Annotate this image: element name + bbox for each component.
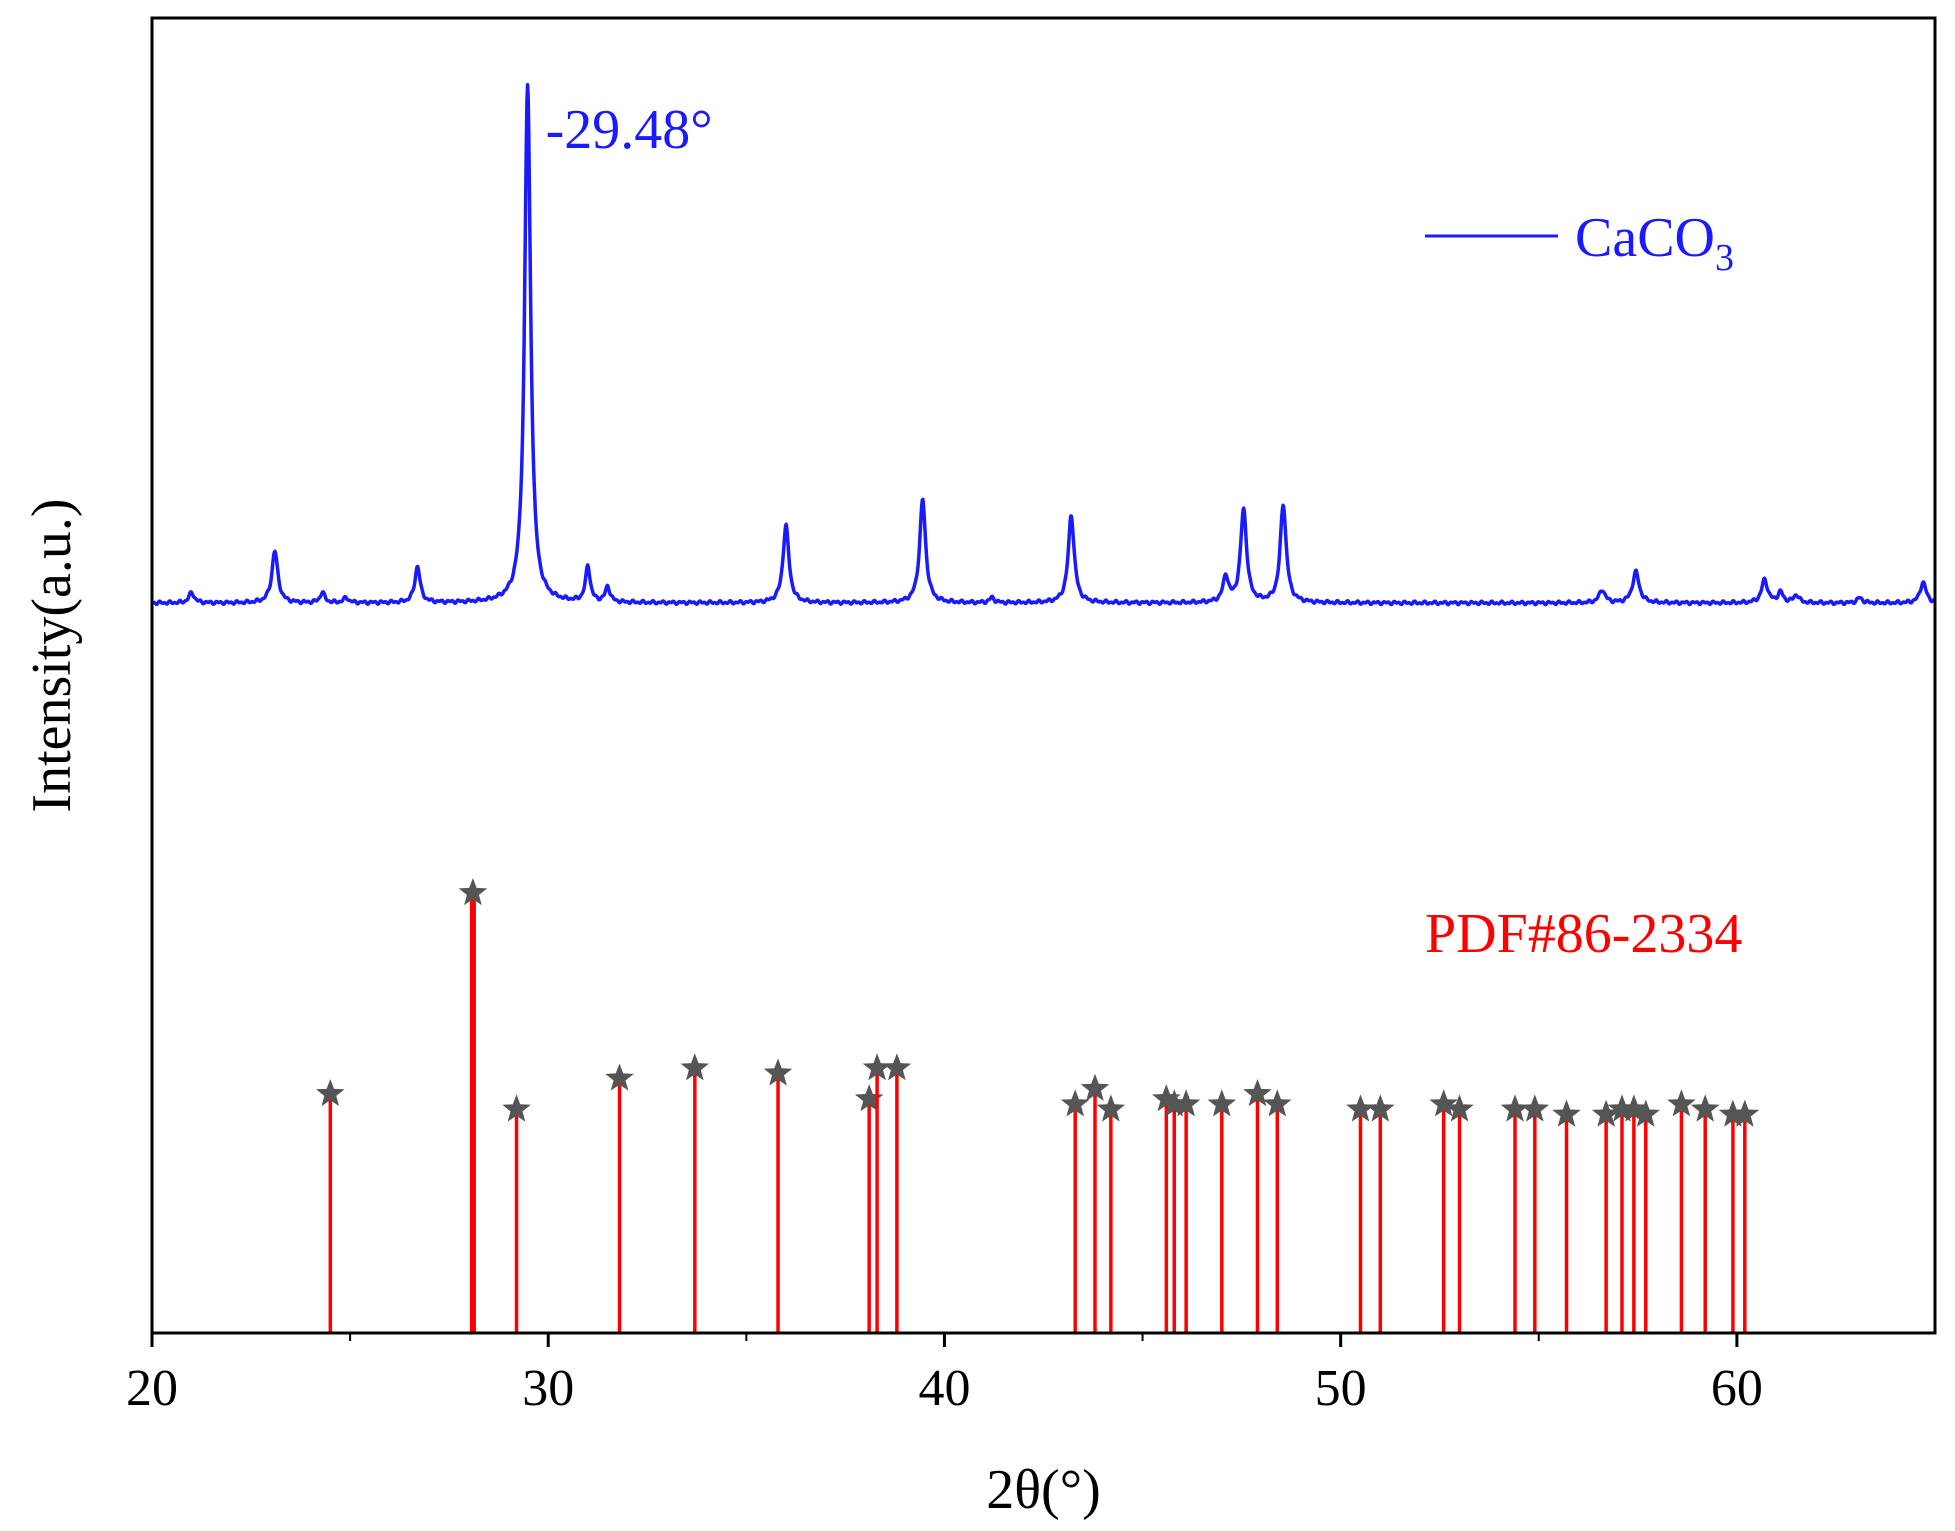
reference-star-marker-24 xyxy=(1552,1099,1581,1127)
reference-star-marker-11 xyxy=(1096,1094,1126,1122)
reference-star-marker-0 xyxy=(316,1079,345,1107)
reference-star-marker-6 xyxy=(854,1084,884,1112)
reference-star-marker-14 xyxy=(1171,1089,1201,1117)
reference-star-marker-21 xyxy=(1445,1094,1474,1122)
reference-star-marker-19 xyxy=(1366,1094,1395,1122)
reference-star-marker-9 xyxy=(1060,1089,1090,1117)
legend-label-caco3: CaCO3 xyxy=(1575,207,1734,279)
reference-star-marker-25 xyxy=(1591,1099,1621,1127)
y-axis-title: Intensity(a.u.) xyxy=(21,498,83,812)
peak-annotation: -29.48° xyxy=(546,99,713,161)
reference-star-marker-10 xyxy=(1080,1073,1110,1101)
reference-star-marker-15 xyxy=(1207,1089,1237,1117)
reference-star-marker-29 xyxy=(1667,1089,1696,1117)
caco3-pattern-line xyxy=(150,82,1937,607)
x-tick-label-40: 40 xyxy=(918,1360,970,1417)
reference-star-marker-16 xyxy=(1243,1079,1272,1107)
x-axis: 20 30 40 50 60 xyxy=(126,1333,1763,1417)
reference-star-marker-12 xyxy=(1152,1084,1181,1112)
reference-star-marker-7 xyxy=(862,1053,892,1081)
reference-star-marker-22 xyxy=(1500,1094,1530,1122)
reference-star-marker-4 xyxy=(680,1053,710,1081)
legend: CaCO3 xyxy=(1425,207,1734,279)
reference-star-marker-18 xyxy=(1346,1094,1375,1122)
reference-star-marker-28 xyxy=(1631,1099,1660,1127)
reference-star-marker-32 xyxy=(1730,1099,1760,1127)
plot-area xyxy=(150,82,1937,1333)
reference-star-marker-31 xyxy=(1718,1099,1748,1127)
reference-star-marker-8 xyxy=(882,1053,912,1081)
reference-star-marker-27 xyxy=(1619,1094,1649,1122)
reference-pattern-label: PDF#86-2334 xyxy=(1425,903,1742,965)
plot-frame xyxy=(150,16,1937,1335)
reference-star-marker-3 xyxy=(605,1063,634,1091)
x-tick-label-60: 60 xyxy=(1711,1360,1763,1417)
reference-star-marker-17 xyxy=(1263,1089,1292,1117)
reference-star-marker-23 xyxy=(1520,1094,1550,1122)
x-axis-title: 2θ(°) xyxy=(986,1459,1101,1521)
reference-star-marker-30 xyxy=(1690,1094,1720,1122)
reference-star-marker-2 xyxy=(502,1094,531,1122)
x-tick-label-50: 50 xyxy=(1315,1360,1367,1417)
reference-star-marker-5 xyxy=(763,1058,793,1086)
x-tick-label-20: 20 xyxy=(126,1360,178,1417)
reference-star-marker-13 xyxy=(1160,1089,1189,1117)
reference-star-marker-1 xyxy=(458,878,488,906)
reference-star-marker-26 xyxy=(1607,1094,1637,1122)
x-tick-label-30: 30 xyxy=(522,1360,574,1417)
reference-star-marker-20 xyxy=(1429,1089,1458,1117)
